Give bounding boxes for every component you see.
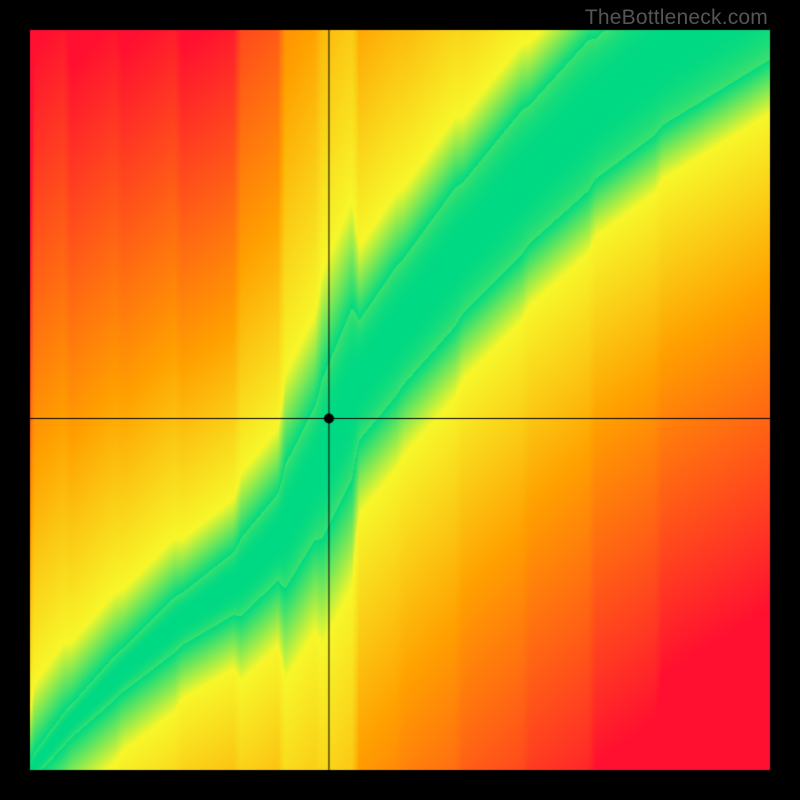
heatmap-canvas xyxy=(0,0,800,800)
figure-container: TheBottleneck.com xyxy=(0,0,800,800)
watermark-text: TheBottleneck.com xyxy=(585,6,768,30)
